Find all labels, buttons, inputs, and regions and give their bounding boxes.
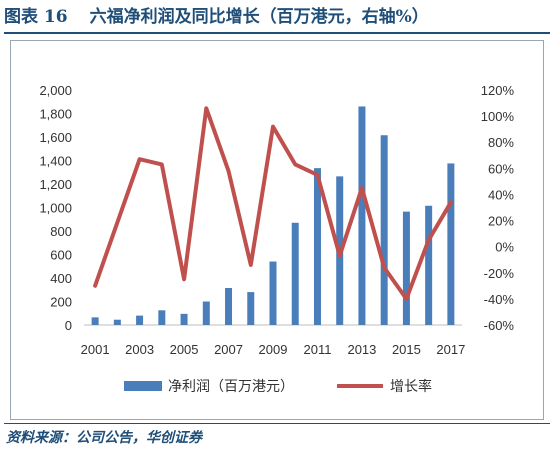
- x-tick-label: 2009: [259, 342, 288, 357]
- bar-net-profit: [447, 163, 455, 325]
- bar-net-profit: [225, 287, 233, 325]
- y-left-tick-label: 200: [50, 295, 72, 310]
- y-right-tick-label: 40%: [488, 187, 514, 202]
- y-left-tick-label: 600: [50, 248, 72, 263]
- x-tick-label: 2013: [347, 342, 376, 357]
- bar-net-profit: [91, 317, 99, 325]
- source-rule: [4, 423, 550, 424]
- source-note: 资料来源：公司公告，华创证券: [6, 430, 202, 446]
- growth-line: [93, 106, 453, 301]
- legend-bar-label: 净利润（百万港元）: [168, 379, 294, 395]
- bar-net-profit: [113, 319, 121, 325]
- y-right-tick-label: 120%: [481, 83, 515, 98]
- y-right-tick-label: 80%: [488, 135, 514, 150]
- x-tick-label: 2001: [81, 342, 110, 357]
- x-tick-label: 2011: [303, 342, 331, 357]
- y-left-tick-label: 1,600: [39, 130, 72, 145]
- bar-net-profit: [425, 205, 433, 325]
- figure-title-text: 六福净利润及同比增长（百万港元，右轴%）: [89, 7, 429, 27]
- bar-net-profit: [291, 222, 299, 325]
- figure-title: 图表 16 六福净利润及同比增长（百万港元，右轴%）: [4, 2, 550, 32]
- x-tick-label: 2007: [214, 342, 243, 357]
- bar-net-profit: [358, 106, 366, 325]
- x-tick-label: 2015: [392, 342, 421, 357]
- bar-net-profit: [313, 168, 321, 325]
- y-right-tick-label: 60%: [488, 161, 514, 176]
- y-right-tick-label: -40%: [484, 292, 515, 307]
- bar-net-profit: [402, 211, 410, 325]
- chart-svg: 0 200 400 600 800 1,000 1,200 1,400 1,600 1,800 2,…: [39, 83, 515, 395]
- bar-net-profit: [247, 292, 255, 325]
- y-right-tick-label: 0%: [495, 240, 514, 255]
- legend-line-label: 增长率: [390, 378, 432, 395]
- bar-net-profit: [380, 135, 388, 325]
- y-left-tick-label: 1,800: [39, 107, 72, 122]
- y-left-tick-label: 2,000: [39, 83, 72, 98]
- y-right-tick-label: -60%: [484, 318, 515, 333]
- figure-label: 图表 16: [4, 7, 68, 27]
- y-right-tick-label: 20%: [488, 214, 514, 229]
- title-rule: [4, 32, 550, 34]
- bar-net-profit: [202, 301, 210, 325]
- y-left-tick-label: 1,200: [39, 177, 72, 192]
- x-tick-label: 2017: [436, 342, 465, 357]
- legend-bar-swatch: [124, 381, 162, 391]
- x-tick-label: 2005: [170, 342, 199, 357]
- y-right-tick-label: -20%: [484, 266, 515, 281]
- bar-net-profit: [180, 313, 188, 325]
- y-left-tick-label: 1,000: [39, 201, 72, 216]
- y-left-tick-label: 800: [50, 224, 72, 239]
- y-left-tick-label: 1,400: [39, 154, 72, 169]
- bar-net-profit: [136, 315, 144, 325]
- y-left-tick-label: 400: [50, 271, 72, 286]
- bar-net-profit: [158, 310, 166, 325]
- x-tick-label: 2003: [125, 342, 154, 357]
- bar-net-profit: [269, 261, 277, 325]
- chart-frame: [10, 40, 544, 420]
- y-left-tick-label: 0: [65, 318, 72, 333]
- y-right-tick-label: 100%: [481, 109, 515, 124]
